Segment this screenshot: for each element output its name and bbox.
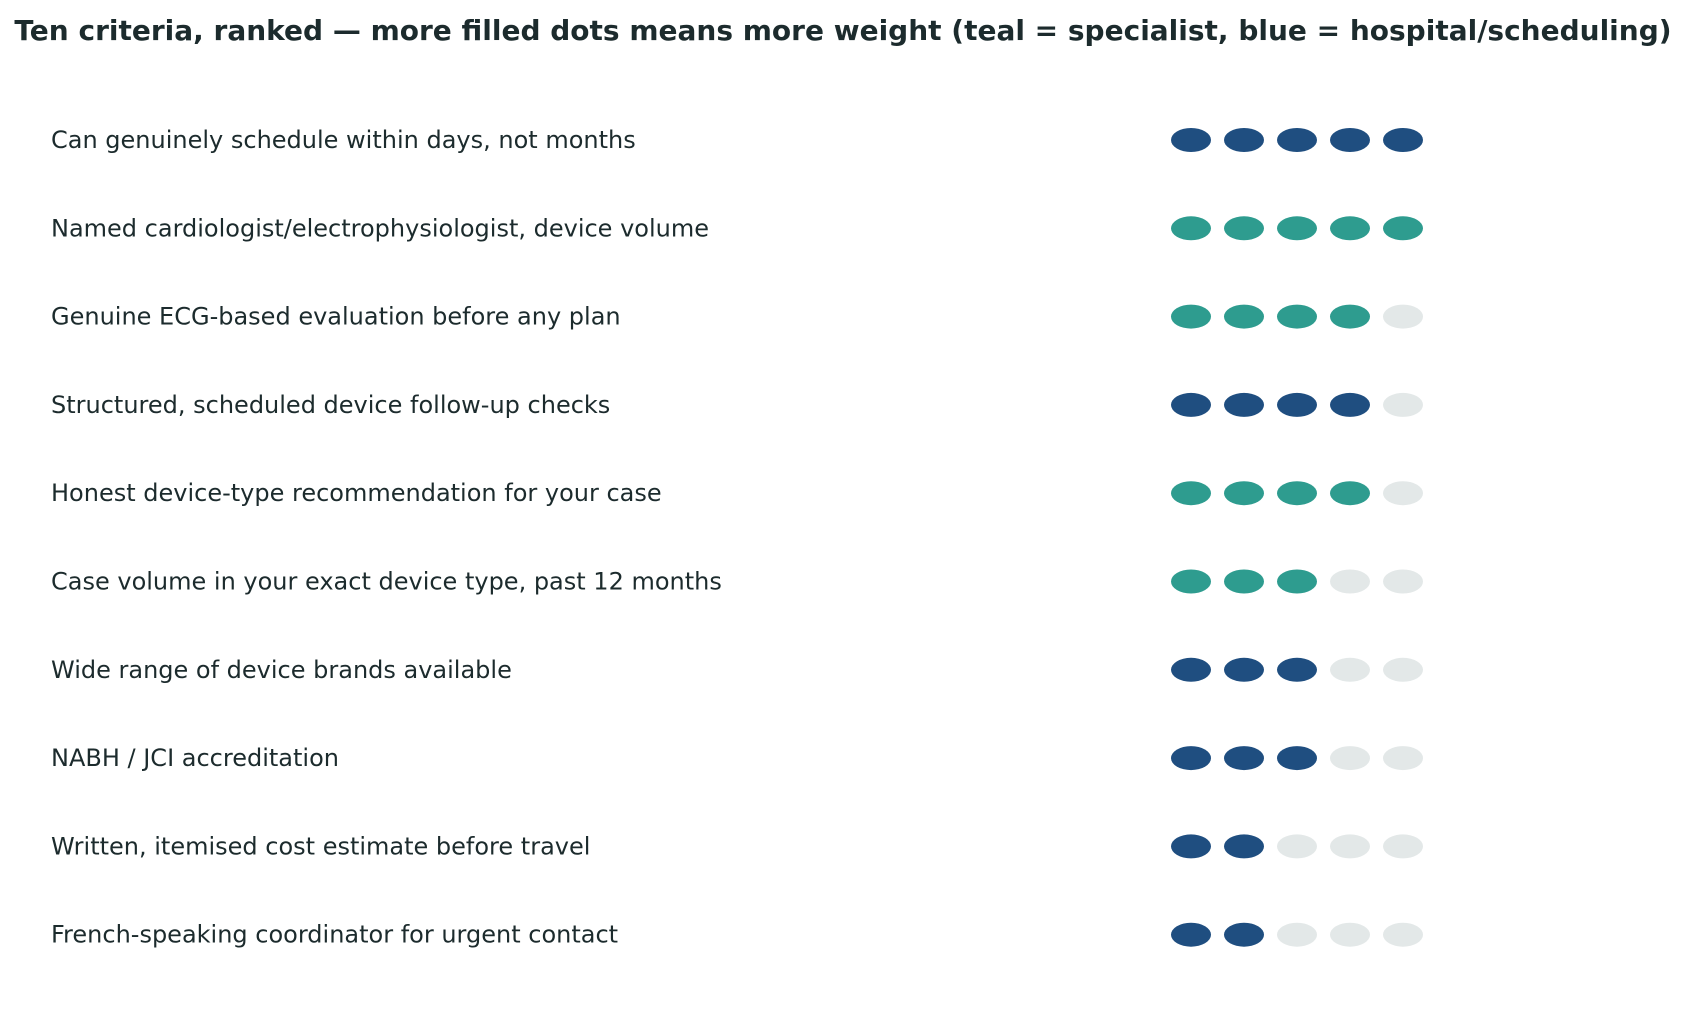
rating-dot-empty [1330,746,1370,771]
rating-dot-empty [1383,657,1423,682]
criterion-row: Honest device-type recommendation for yo… [51,479,1423,507]
rating-dot-filled [1330,304,1370,329]
criterion-row: Can genuinely schedule within days, not … [51,126,1423,154]
rating-dot-empty [1383,304,1423,329]
rating-dot-empty [1383,481,1423,506]
rating-dot-filled [1277,216,1317,241]
rating-dot-filled [1171,657,1211,682]
rating-dot-filled [1171,481,1211,506]
rating-dot-empty [1383,569,1423,594]
rating-dot-empty [1330,834,1370,859]
criterion-label: Named cardiologist/electrophysiologist, … [51,214,709,242]
rating-dot-filled [1224,746,1264,771]
rating-dot-filled [1277,569,1317,594]
criterion-label: NABH / JCI accreditation [51,744,339,772]
rating-dot-filled [1224,834,1264,859]
rating-dot-filled [1277,481,1317,506]
rating-dot-empty [1383,834,1423,859]
rating-dot-filled [1171,392,1211,417]
rating-dot-filled [1224,128,1264,152]
rating-dot-filled [1330,128,1370,152]
rating-dot-empty [1277,922,1317,947]
rating-dot-empty [1383,392,1423,417]
rating-dot-filled [1171,922,1211,947]
rating-dot-filled [1330,481,1370,506]
criterion-row: Wide range of device brands available [51,656,1423,684]
rating-dot-filled [1224,304,1264,329]
criterion-row: French-speaking coordinator for urgent c… [51,921,1423,949]
rating-dot-filled [1171,569,1211,594]
rating-dot-empty [1330,657,1370,682]
chart-title: Ten criteria, ranked — more filled dots … [14,14,1672,47]
rating-dot-filled [1224,216,1264,241]
criterion-row: Case volume in your exact device type, p… [51,568,1423,596]
criterion-label: Can genuinely schedule within days, not … [51,126,636,154]
rating-dot-filled [1383,216,1423,241]
rating-dot-filled [1171,746,1211,771]
criterion-row: Written, itemised cost estimate before t… [51,832,1423,860]
criterion-label: Wide range of device brands available [51,656,512,684]
rating-dot-filled [1171,216,1211,241]
criterion-row: Named cardiologist/electrophysiologist, … [51,214,1423,242]
rating-dot-filled [1277,128,1317,152]
rating-dot-filled [1277,746,1317,771]
criterion-label: Written, itemised cost estimate before t… [51,832,590,860]
rating-dot-filled [1277,392,1317,417]
criterion-label: French-speaking coordinator for urgent c… [51,921,618,949]
rating-dot-empty [1383,746,1423,771]
rating-dot-empty [1330,922,1370,947]
rating-dot-filled [1383,128,1423,152]
criterion-label: Genuine ECG-based evaluation before any … [51,303,621,331]
rating-dot-filled [1330,392,1370,417]
rating-dot-filled [1277,657,1317,682]
criterion-row: NABH / JCI accreditation [51,744,1423,772]
criterion-label: Case volume in your exact device type, p… [51,568,722,596]
rating-dot-filled [1277,304,1317,329]
criterion-row: Genuine ECG-based evaluation before any … [51,303,1423,331]
rating-dot-empty [1277,834,1317,859]
rating-dot-filled [1330,216,1370,241]
rating-dot-empty [1383,922,1423,947]
rating-dot-filled [1224,569,1264,594]
rating-dot-filled [1224,481,1264,506]
criterion-row: Structured, scheduled device follow-up c… [51,391,1423,419]
criterion-label: Honest device-type recommendation for yo… [51,479,662,507]
rating-dot-filled [1224,657,1264,682]
rating-dot-filled [1171,304,1211,329]
rating-dot-filled [1224,922,1264,947]
rating-dot-empty [1330,569,1370,594]
rating-dot-filled [1171,834,1211,859]
rating-dot-filled [1224,392,1264,417]
criterion-label: Structured, scheduled device follow-up c… [51,391,610,419]
rating-dot-filled [1171,128,1211,152]
